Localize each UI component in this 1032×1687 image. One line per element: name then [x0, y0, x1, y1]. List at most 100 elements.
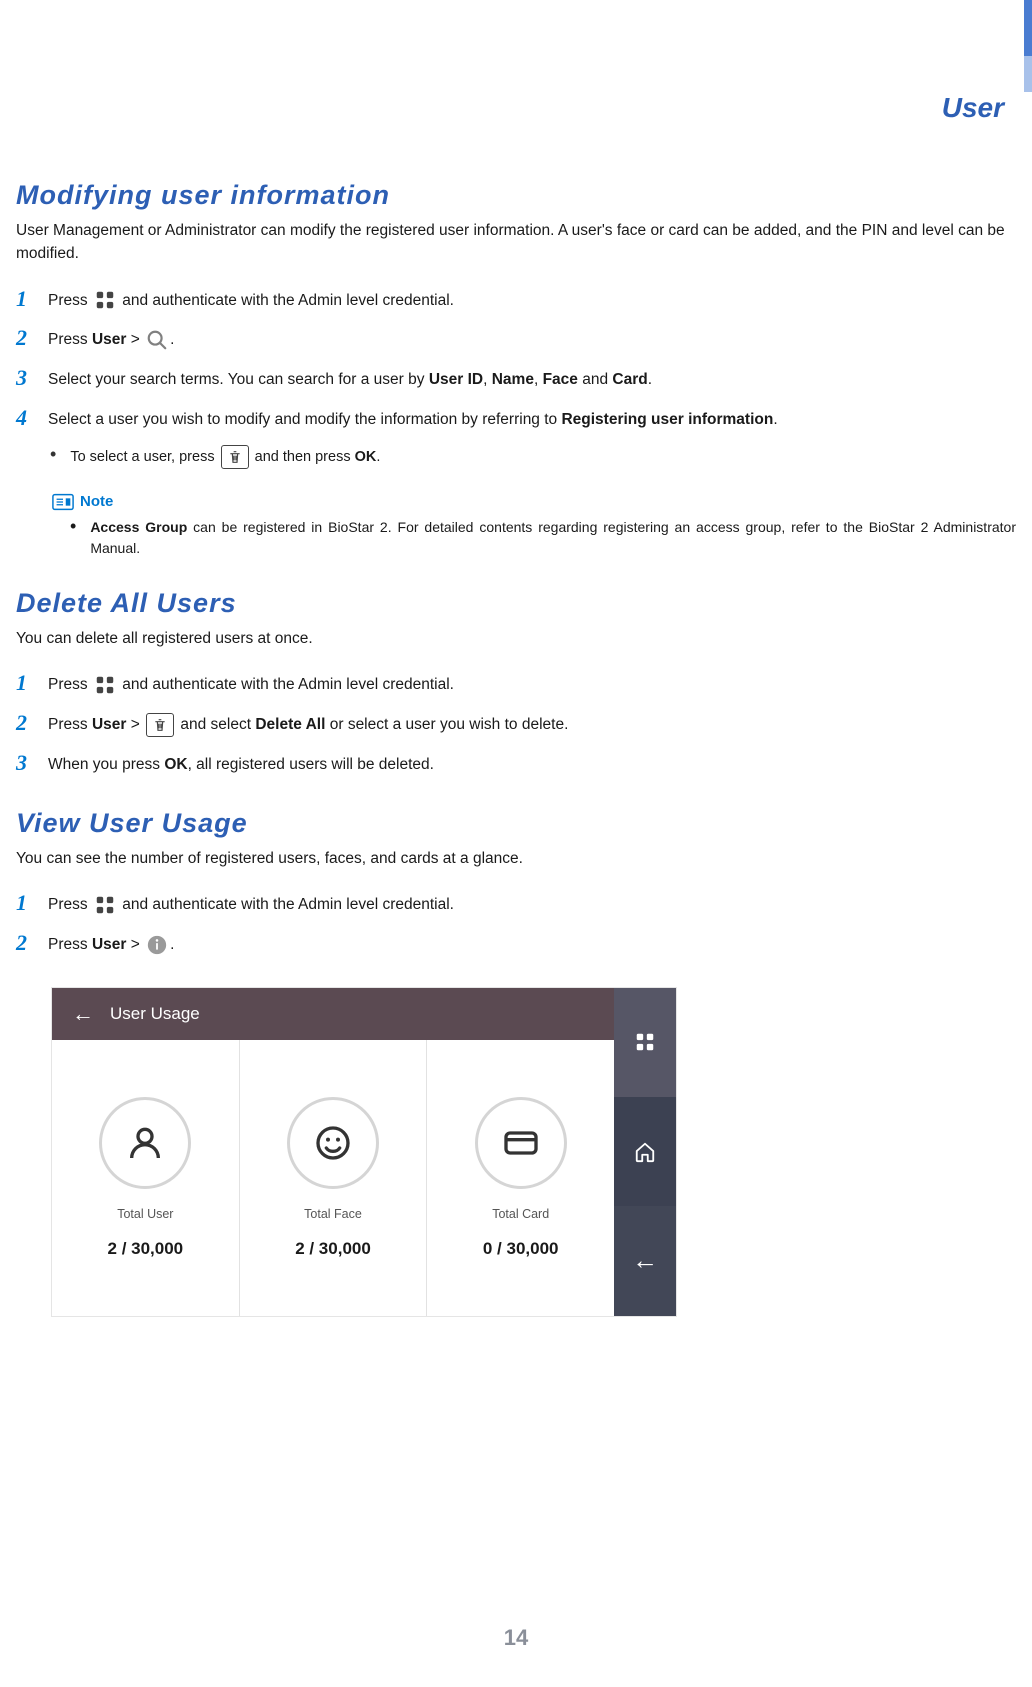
note-block: Note Access Group can be registered in B… [52, 493, 1016, 560]
step-text: , [483, 371, 492, 388]
side-home-button[interactable] [614, 1097, 676, 1206]
note-icon [52, 493, 74, 511]
step-text: . [170, 331, 174, 348]
step-text: > [126, 936, 144, 953]
side-tab-primary [1024, 0, 1032, 56]
usage-value: 2 / 30,000 [295, 1239, 371, 1259]
section-intro-modifying: User Management or Administrator can mod… [16, 219, 1016, 266]
user-usage-panel: ← User Usage Total User 2 / 30,000 Total… [52, 988, 676, 1316]
bold-text: OK [164, 756, 187, 773]
note-item: Access Group can be registered in BioSta… [52, 517, 1016, 560]
step-text: , [534, 371, 543, 388]
step-number: 1 [16, 890, 34, 916]
step-text: Press [48, 676, 92, 693]
step-number: 1 [16, 286, 34, 312]
step-text: Select your search terms. You can search… [48, 371, 429, 388]
step-text: Press [48, 331, 92, 348]
step-2-1: 1 Press and authenticate with the Admin … [16, 664, 1016, 704]
step-2-3: 3 When you press OK, all registered user… [16, 744, 1016, 784]
step-number: 3 [16, 365, 34, 391]
bold-text: Delete All [255, 716, 325, 733]
step-number: 2 [16, 930, 34, 956]
step-1-2: 2 Press User > . [16, 319, 1016, 359]
bold-text: User [92, 716, 126, 733]
step-number: 1 [16, 670, 34, 696]
step-text: Press [48, 292, 92, 309]
user-circle-icon [99, 1097, 191, 1189]
usage-col-face: Total Face 2 / 30,000 [240, 1040, 428, 1316]
step-number: 3 [16, 750, 34, 776]
bold-text: User [92, 936, 126, 953]
note-body: can be registered in BioStar 2. For deta… [90, 519, 1016, 557]
step-text: Select a user you wish to modify and mod… [48, 411, 561, 428]
bold-text: Registering user information [561, 411, 773, 428]
usage-value: 0 / 30,000 [483, 1239, 559, 1259]
bold-text: Name [492, 371, 534, 388]
side-tab-secondary [1024, 56, 1032, 92]
step-1-3: 3 Select your search terms. You can sear… [16, 359, 1016, 399]
step-text: Press [48, 896, 92, 913]
bold-text: Face [543, 371, 578, 388]
usage-label: Total Card [492, 1207, 549, 1221]
step-text: . [773, 411, 777, 428]
step-text: Press [48, 936, 92, 953]
usage-label: Total User [117, 1207, 173, 1221]
usage-title: User Usage [110, 1004, 200, 1024]
step-text: and authenticate with the Admin level cr… [122, 676, 454, 693]
step-3-2: 2 Press User > . [16, 924, 1016, 964]
bold-text: OK [355, 449, 377, 465]
bold-text: Card [612, 371, 647, 388]
step-text: When you press [48, 756, 164, 773]
grid-icon [94, 894, 116, 916]
bold-text: Access Group [90, 519, 187, 535]
section-title-delete: Delete All Users [16, 588, 1016, 619]
bold-text: User ID [429, 371, 483, 388]
step-text: and [578, 371, 612, 388]
note-label: Note [80, 493, 113, 510]
page-number: 14 [504, 1625, 528, 1651]
page-header-label: User [942, 92, 1004, 124]
search-icon [146, 329, 168, 351]
step-number: 4 [16, 405, 34, 431]
step-text: . [170, 936, 174, 953]
usage-col-card: Total Card 0 / 30,000 [427, 1040, 614, 1316]
step-text: and authenticate with the Admin level cr… [122, 896, 454, 913]
step-text: . [376, 449, 380, 465]
step-text: and select [180, 716, 255, 733]
step-1-4: 4 Select a user you wish to modify and m… [16, 399, 1016, 439]
step-text: and authenticate with the Admin level cr… [122, 292, 454, 309]
usage-label: Total Face [304, 1207, 362, 1221]
section-title-usage: View User Usage [16, 808, 1016, 839]
step-text: or select a user you wish to delete. [325, 716, 568, 733]
info-icon [146, 934, 168, 956]
usage-titlebar: ← User Usage [52, 988, 614, 1040]
step-1-1: 1 Press and authenticate with the Admin … [16, 280, 1016, 320]
side-grid-button[interactable] [614, 988, 676, 1097]
usage-col-user: Total User 2 / 30,000 [52, 1040, 240, 1316]
step-3-1: 1 Press and authenticate with the Admin … [16, 884, 1016, 924]
section-intro-delete: You can delete all registered users at o… [16, 627, 1016, 650]
step-text: > [126, 331, 144, 348]
step-number: 2 [16, 710, 34, 736]
step-text: . [648, 371, 652, 388]
step-2-2: 2 Press User > and select Delete All or … [16, 704, 1016, 744]
section-title-modifying: Modifying user information [16, 180, 1016, 211]
grid-icon [94, 289, 116, 311]
usage-side-nav: ← [614, 988, 676, 1316]
back-arrow-icon[interactable]: ← [72, 1001, 94, 1027]
step-text: , all registered users will be deleted. [188, 756, 434, 773]
card-circle-icon [475, 1097, 567, 1189]
trash-icon [221, 445, 249, 469]
usage-value: 2 / 30,000 [108, 1239, 184, 1259]
step-text: > [126, 716, 144, 733]
grid-icon [94, 674, 116, 696]
step-text: Press [48, 716, 92, 733]
section-intro-usage: You can see the number of registered use… [16, 847, 1016, 870]
step-text: To select a user, press [70, 449, 218, 465]
face-circle-icon [287, 1097, 379, 1189]
trash-icon [146, 713, 174, 737]
side-back-button[interactable]: ← [614, 1206, 676, 1315]
bold-text: User [92, 331, 126, 348]
sub-bullet: To select a user, press and then press O… [16, 445, 1016, 469]
step-text: and then press [255, 449, 355, 465]
